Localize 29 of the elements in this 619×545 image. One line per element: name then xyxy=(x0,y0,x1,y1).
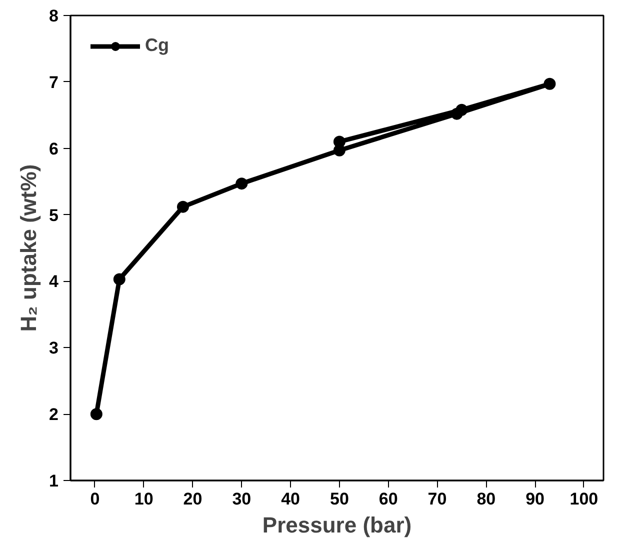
point xyxy=(176,200,189,213)
x-tick-label: 60 xyxy=(378,490,398,508)
y-tick-label: 8 xyxy=(49,6,59,26)
y-tick-label: 5 xyxy=(49,206,59,225)
x-tick-label: 30 xyxy=(232,490,252,508)
point xyxy=(90,408,102,420)
y-tick-label: 7 xyxy=(49,72,59,92)
x-tick-label: 10 xyxy=(134,490,154,508)
x-tick-label: 100 xyxy=(570,490,598,508)
point xyxy=(236,178,248,190)
y-tick-label: 2 xyxy=(49,405,59,424)
legend-label: Cg xyxy=(145,35,169,56)
y-tick-label: 4 xyxy=(49,272,60,292)
y-tick-label: 3 xyxy=(49,338,59,358)
y-tick-label: 1 xyxy=(49,472,59,490)
point xyxy=(544,78,556,90)
x-axis-title: Pressure (bar) xyxy=(262,512,412,538)
x-tick-label: 50 xyxy=(330,490,349,508)
x-tick-label: 80 xyxy=(476,490,496,508)
point xyxy=(113,273,126,286)
x-tick-label: 90 xyxy=(526,490,545,508)
x-tick-label: 40 xyxy=(281,490,300,508)
y-axis-title: H₂ uptake (wt%) xyxy=(16,164,42,332)
point xyxy=(333,136,346,148)
x-tick-label: 20 xyxy=(183,490,202,508)
x-tick-label: 70 xyxy=(428,490,447,508)
x-tick-label: 0 xyxy=(90,490,100,508)
y-tick-label: 6 xyxy=(49,139,59,158)
point xyxy=(456,104,468,116)
